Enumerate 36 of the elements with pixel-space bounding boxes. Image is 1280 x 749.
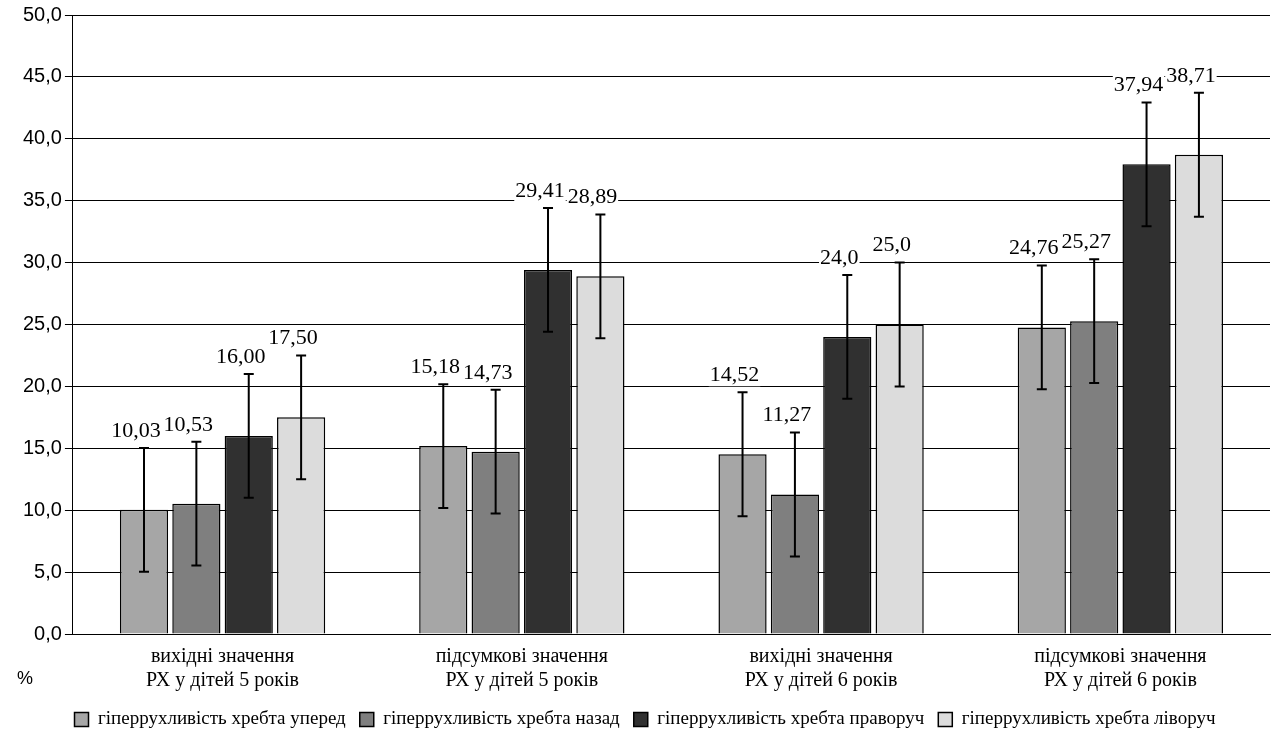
y-axis-title: % xyxy=(16,667,33,688)
data-label: 24,0 xyxy=(820,243,859,269)
y-tick-label: 5,0 xyxy=(34,559,62,582)
data-label: 37,94 xyxy=(1113,71,1164,97)
y-tick-label: 40,0 xyxy=(22,126,62,149)
data-label: 16,00 xyxy=(216,342,266,368)
data-label: 25,27 xyxy=(1061,228,1111,254)
data-label: 10,53 xyxy=(163,410,214,436)
x-tick-label: підсумкові значення РХ у дітей 6 років xyxy=(1034,644,1207,692)
data-label: 11,27 xyxy=(762,401,812,427)
data-label: 14,52 xyxy=(709,361,760,387)
data-label: 15,18 xyxy=(410,352,461,378)
y-tick-label: 45,0 xyxy=(22,64,62,87)
x-tick-label: підсумкові значення РХ у дітей 5 років xyxy=(435,644,609,692)
legend-label: гіперрухливість хребта назад xyxy=(383,707,621,729)
legend-label: гіперрухливість хребта праворуч xyxy=(657,707,925,729)
x-tick-label: вихідні значення РХ у дітей 6 років xyxy=(744,644,898,692)
data-label: 14,73 xyxy=(462,358,513,384)
legend-label: гіперрухливість хребта ліворуч xyxy=(961,707,1216,729)
y-tick-label: 20,0 xyxy=(22,373,62,396)
data-label: 38,71 xyxy=(1166,61,1216,87)
data-label: 10,03 xyxy=(111,416,161,442)
y-tick-label: 25,0 xyxy=(22,312,62,335)
y-tick-label: 30,0 xyxy=(22,250,62,273)
y-tick-label: 10,0 xyxy=(22,497,62,520)
data-label: 17,50 xyxy=(268,324,318,350)
y-tick-label: 35,0 xyxy=(22,188,62,211)
y-tick-label: 15,0 xyxy=(22,435,62,458)
data-label: 25,0 xyxy=(872,231,911,257)
y-tick-label: 50,0 xyxy=(22,2,62,25)
data-label: 24,76 xyxy=(1009,234,1059,260)
data-label: 29,41 xyxy=(515,176,565,202)
legend-label: гіперрухливість хребта уперед xyxy=(98,707,347,729)
data-label: 28,89 xyxy=(567,183,618,209)
y-tick-label: 0,0 xyxy=(34,621,62,644)
x-tick-label: вихідні значення РХ у дітей 5 років xyxy=(146,644,300,692)
